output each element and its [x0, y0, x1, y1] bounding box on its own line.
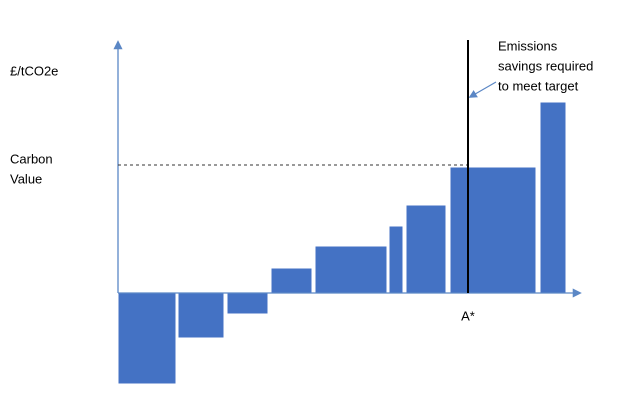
bar — [449, 166, 537, 294]
target-label: A* — [461, 308, 475, 323]
bar — [117, 292, 177, 385]
carbon-value-label: Value — [10, 171, 42, 186]
annotation-arrow — [468, 81, 497, 98]
bar — [388, 225, 404, 294]
annotation: savings required — [498, 58, 593, 73]
bar — [314, 245, 388, 294]
carbon-value-label: Carbon — [10, 151, 53, 166]
bar — [539, 101, 567, 294]
annotation: to meet target — [498, 78, 579, 93]
annotation: Emissions — [498, 38, 558, 53]
bar — [270, 267, 313, 294]
y-axis-label: £/tCO2e — [10, 63, 58, 78]
bar — [177, 292, 225, 339]
bar — [405, 204, 447, 294]
bar — [226, 292, 269, 315]
